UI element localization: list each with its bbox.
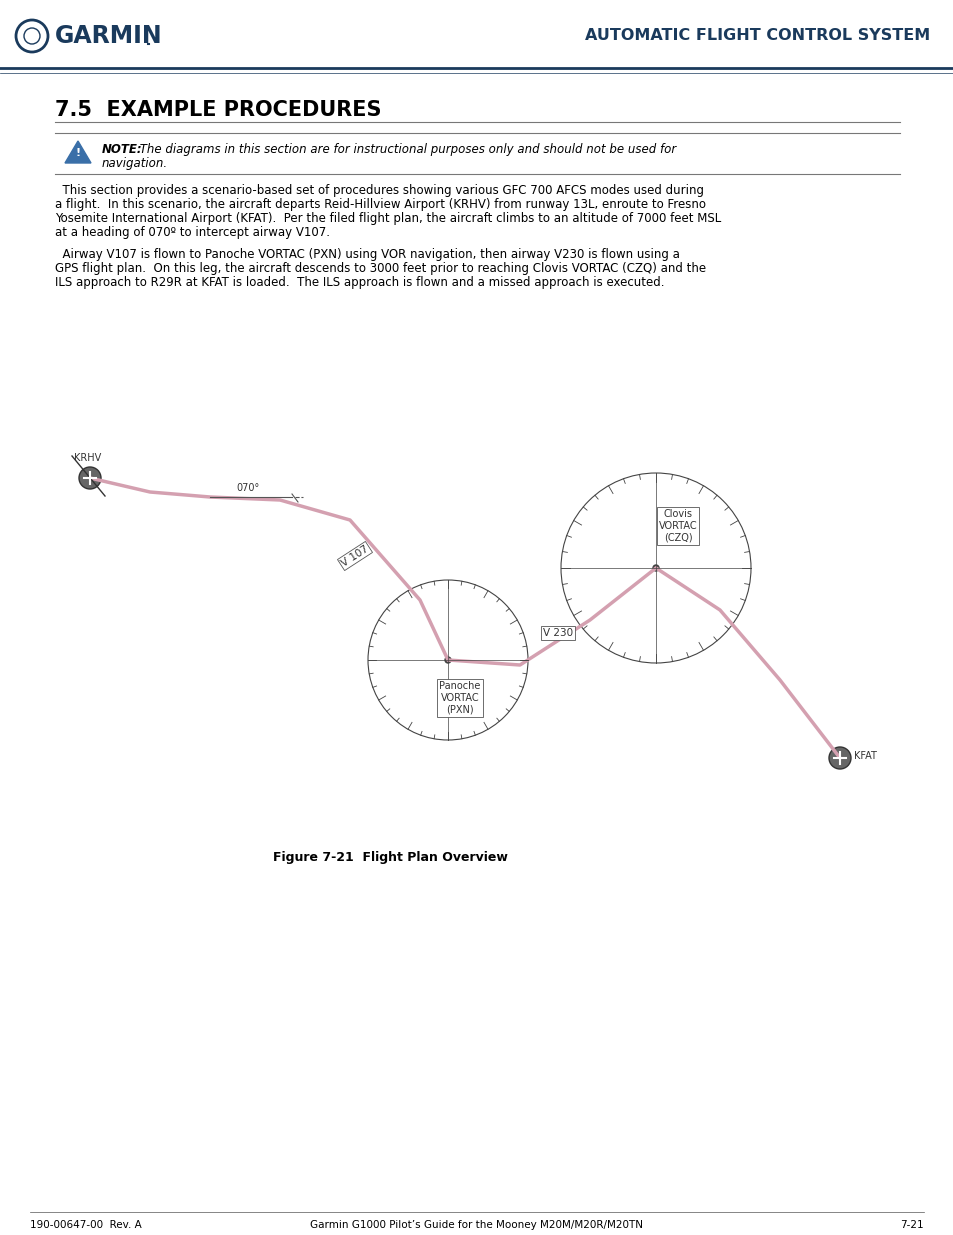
Text: Clovis
VORTAC
(CZQ): Clovis VORTAC (CZQ) xyxy=(658,509,697,542)
Text: AUTOMATIC FLIGHT CONTROL SYSTEM: AUTOMATIC FLIGHT CONTROL SYSTEM xyxy=(584,28,929,43)
Text: The diagrams in this section are for instructional purposes only and should not : The diagrams in this section are for ins… xyxy=(136,143,676,156)
Text: KRHV: KRHV xyxy=(74,453,102,463)
Text: 070°: 070° xyxy=(236,483,259,493)
Text: Yosemite International Airport (KFAT).  Per the filed flight plan, the aircraft : Yosemite International Airport (KFAT). P… xyxy=(55,212,720,225)
Text: a flight.  In this scenario, the aircraft departs Reid-Hillview Airport (KRHV) f: a flight. In this scenario, the aircraft… xyxy=(55,198,705,211)
Text: Panoche
VORTAC
(PXN): Panoche VORTAC (PXN) xyxy=(438,682,480,715)
Text: 7-21: 7-21 xyxy=(900,1220,923,1230)
Text: 190-00647-00  Rev. A: 190-00647-00 Rev. A xyxy=(30,1220,142,1230)
Circle shape xyxy=(652,564,659,571)
Text: 7.5  EXAMPLE PROCEDURES: 7.5 EXAMPLE PROCEDURES xyxy=(55,100,381,120)
Circle shape xyxy=(444,657,451,663)
Text: NOTE:: NOTE: xyxy=(102,143,143,156)
Circle shape xyxy=(828,747,850,769)
Text: Garmin G1000 Pilot’s Guide for the Mooney M20M/M20R/M20TN: Garmin G1000 Pilot’s Guide for the Moone… xyxy=(310,1220,643,1230)
Text: KFAT: KFAT xyxy=(853,751,876,761)
Polygon shape xyxy=(65,141,91,163)
Text: Figure 7-21  Flight Plan Overview: Figure 7-21 Flight Plan Overview xyxy=(273,851,507,864)
Text: V 107: V 107 xyxy=(339,543,370,568)
Text: GPS flight plan.  On this leg, the aircraft descends to 3000 feet prior to reach: GPS flight plan. On this leg, the aircra… xyxy=(55,262,705,275)
Text: !: ! xyxy=(75,148,80,158)
Text: navigation.: navigation. xyxy=(102,157,168,170)
Circle shape xyxy=(79,467,101,489)
Text: ILS approach to R29R at KFAT is loaded.  The ILS approach is flown and a missed : ILS approach to R29R at KFAT is loaded. … xyxy=(55,275,664,289)
Text: Airway V107 is flown to Panoche VORTAC (PXN) using VOR navigation, then airway V: Airway V107 is flown to Panoche VORTAC (… xyxy=(55,248,679,261)
Text: GARMIN: GARMIN xyxy=(55,23,162,48)
Text: at a heading of 070º to intercept airway V107.: at a heading of 070º to intercept airway… xyxy=(55,226,330,240)
Text: V 230: V 230 xyxy=(542,629,573,638)
Text: This section provides a scenario-based set of procedures showing various GFC 700: This section provides a scenario-based s… xyxy=(55,184,703,198)
